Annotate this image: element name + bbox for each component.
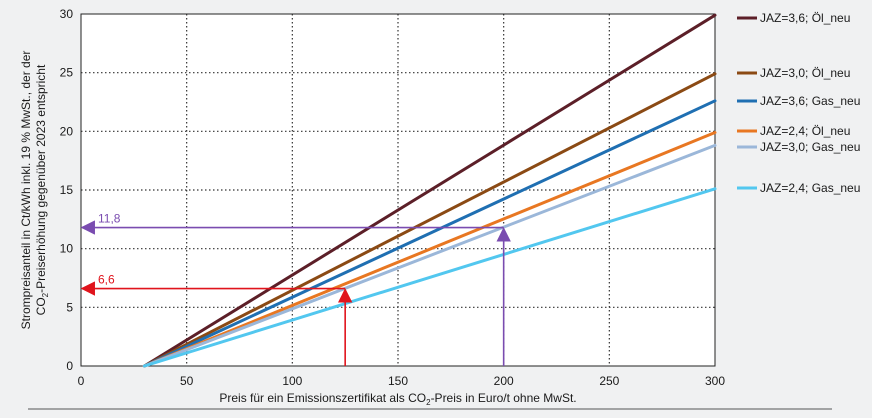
x-tick-label: 50 — [180, 374, 194, 388]
y-tick-labels: 0 5 10 15 20 25 30 — [60, 7, 74, 373]
y-axis-title-line1: Strompreisanteil in Ct/kWh inkl. 19 % Mw… — [19, 51, 33, 330]
annotation-label: 11,8 — [98, 212, 121, 226]
series-line — [142, 72, 717, 368]
series-lines — [142, 13, 717, 368]
series-line — [142, 99, 717, 368]
series-line — [142, 187, 717, 368]
legend-label: JAZ=3,6; Öl_neu — [760, 11, 850, 25]
legend-label: JAZ=3,6; Gas_neu — [760, 94, 860, 108]
y-tick-label: 25 — [60, 66, 74, 80]
series-line — [142, 131, 717, 368]
x-tick-label: 250 — [599, 374, 619, 388]
legend: JAZ=3,6; Öl_neu JAZ=3,0; Öl_neu JAZ=3,6; G… — [737, 11, 860, 195]
series-line — [142, 13, 717, 368]
x-axis-title: Preis für ein Emissionszertifikat als CO… — [219, 391, 576, 407]
annotations: 11,8 6,6 — [80, 212, 511, 366]
y-tick-label: 20 — [60, 124, 74, 138]
annotation-label: 6,6 — [98, 273, 115, 287]
y-tick-label: 5 — [66, 300, 73, 314]
y-tick-label: 30 — [60, 7, 74, 21]
y-tick-label: 10 — [60, 242, 74, 256]
x-tick-labels: 0 50 100 150 200 250 300 — [78, 374, 726, 388]
x-tick-label: 300 — [705, 374, 725, 388]
x-tick-label: 200 — [494, 374, 514, 388]
y-axis-title-line2: CO2-Preiserhöhung gegenüber 2023 entspri… — [34, 64, 50, 315]
series-line — [142, 143, 717, 368]
y-tick-label: 15 — [60, 183, 74, 197]
y-tick-label: 0 — [66, 359, 73, 373]
x-tick-label: 0 — [78, 374, 85, 388]
legend-label: JAZ=2,4; Gas_neu — [760, 181, 860, 195]
x-tick-label: 100 — [282, 374, 302, 388]
legend-label: JAZ=2,4; Öl_neu — [760, 124, 850, 138]
legend-label: JAZ=3,0; Gas_neu — [760, 140, 860, 154]
legend-label: JAZ=3,0; Öl_neu — [760, 66, 850, 80]
x-tick-label: 150 — [388, 374, 408, 388]
